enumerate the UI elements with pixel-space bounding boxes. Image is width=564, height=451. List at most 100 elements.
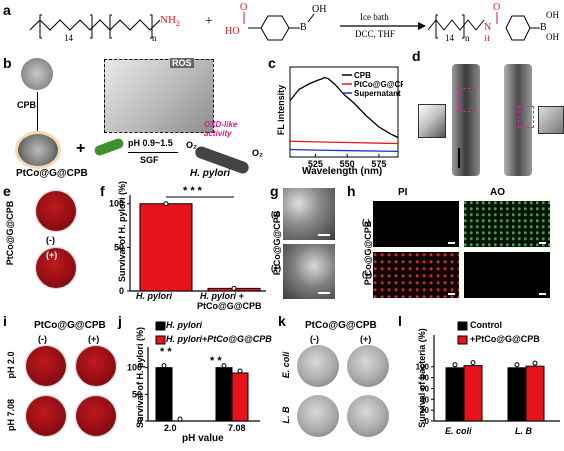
chart-l-point: [514, 362, 520, 368]
reactant2-o: O: [240, 2, 248, 13]
chart-j-legend-swatch: [155, 335, 166, 345]
panel-a-label: a: [3, 2, 11, 18]
chart-l-ytick-label: 40: [420, 395, 429, 404]
panel-h-label: h: [347, 183, 356, 199]
chart-f-ytick-label: 0: [119, 286, 124, 296]
reactant2-b-oh: [307, 13, 315, 23]
coated-nanoparticle: [18, 134, 58, 166]
o2-label-1: O₂: [186, 140, 197, 150]
arrow-right-sgf: [128, 152, 178, 153]
tem-inset-left: [418, 104, 446, 138]
nanoparticle-cluster-top: [21, 58, 53, 90]
panel-h-minus-label: (-): [362, 218, 370, 227]
chart-j-legend1: H. pylori: [166, 320, 203, 330]
chart-l-bar: [445, 367, 465, 422]
chart-f-ylabel-text: Survival of H. pylori (%): [117, 180, 127, 282]
panel-g-label: g: [270, 183, 279, 199]
panel-k-top-label: PtCo@G@CPB: [305, 320, 377, 331]
tem-inset-right: [538, 106, 564, 134]
panel-e-label: e: [3, 183, 11, 199]
survival-ph-bar-chart: 0 50 100: [127, 321, 260, 426]
fluor-ao-plus: [464, 252, 550, 298]
plus-sign-b: +: [76, 140, 86, 157]
panel-i-top-label: PtCo@G@CPB: [34, 320, 106, 331]
chart-j-bar: [215, 367, 233, 422]
chart-l-legend-swatch: [457, 335, 468, 345]
panel-g-plus-label: (+): [271, 264, 281, 273]
product-h: H: [484, 34, 490, 43]
survival-bar-chart-f: 0 50 100: [109, 195, 266, 296]
reactant2-ho: HO: [225, 26, 240, 37]
plus-sign-a: +: [205, 14, 213, 29]
chart-j-bar: [155, 367, 173, 422]
chart-l-legend-swatch: [457, 321, 468, 331]
chart-l-ylabel: Survival of bacteria (%): [417, 328, 427, 428]
chart-c-xtick-label: 575: [371, 159, 386, 169]
chart-l-point: [470, 360, 476, 366]
fluor-scalebar-1: [448, 242, 455, 244]
product-bracket-right: [462, 14, 465, 39]
chart-f-point: [231, 285, 237, 291]
sem-image-plus: [283, 244, 335, 299]
chart-j-ytick-label: 0: [137, 416, 142, 426]
chart-c-legend-label: Supernatant: [354, 89, 401, 98]
panel-i-minus-label: (-): [38, 334, 47, 344]
graphene-inset-box: [104, 59, 214, 133]
sem-image-minus: [283, 188, 335, 240]
panel-k-row2: L. B: [281, 406, 291, 424]
product-subscript-14: 14: [445, 33, 454, 43]
panel-c-label: c: [268, 55, 276, 71]
ros-label: ROS: [170, 58, 194, 68]
petri-dish-i-ph7-minus: [25, 395, 67, 437]
product-subscript-n: n: [465, 33, 470, 43]
bottom-right-label: H. pylori: [190, 168, 231, 179]
chart-l-legend2: +PtCo@G@CPB: [470, 334, 540, 344]
chart-j-sig2: * *: [210, 355, 222, 367]
petri-dish-k-ecoli-plus: [347, 345, 389, 387]
chart-c-xlabel: Wavelength (nm): [302, 166, 383, 177]
chart-c-xtick-label: 525: [308, 159, 323, 169]
petri-dish-e-minus: [35, 190, 77, 232]
chart-j-xtick2: 7.08: [228, 423, 246, 433]
chart-l-ytick-label: 100: [416, 363, 430, 372]
fluor-scalebar-3: [448, 293, 455, 295]
reactant1-nh2-sub: 2: [175, 19, 180, 29]
reactant1-bracket-right: [90, 14, 93, 39]
chart-j-point: [221, 363, 227, 369]
panel-d-label: d: [412, 48, 421, 64]
chart-j-xtick1: 2.0: [164, 423, 177, 433]
tem-highlight-box-left: [458, 88, 476, 112]
chart-f-xcat2a: H. pylori +: [200, 291, 244, 301]
product-benzene: [505, 15, 531, 41]
chart-l-point: [452, 362, 458, 368]
product-chain: [427, 19, 485, 31]
bacterium-shape: [93, 137, 125, 157]
petri-dish-k-lb-minus: [297, 395, 339, 437]
chart-j-bar: [231, 372, 249, 422]
arrow-down-cpb: [37, 92, 38, 132]
chart-l-point: [532, 360, 538, 366]
product-oh1: OH: [546, 10, 559, 20]
chart-c-series-line: [289, 148, 399, 153]
chart-j-point: [177, 416, 183, 422]
bottom-left-label: PtCo@G@CPB: [16, 168, 88, 179]
ph-label: pH 0.9~1.5: [128, 138, 173, 148]
chart-c-legend-label: PtCo@G@CPB: [354, 80, 403, 89]
panel-l-label: l: [398, 313, 402, 329]
petri-dish-k-lb-plus: [347, 395, 389, 437]
reactant2-benzene: [260, 15, 290, 41]
panel-k-plus-label: (+): [360, 334, 372, 344]
panel-i-row2: pH 7.08: [6, 399, 16, 432]
panel-e-side-label: PtCo@G@CPB: [5, 200, 15, 266]
chart-j-point: [237, 368, 243, 374]
chart-l-bar: [463, 365, 483, 422]
reactant1-nh: NH: [160, 14, 176, 26]
panel-k-label: k: [278, 313, 286, 329]
panel-b-label: b: [3, 55, 12, 71]
sgf-label: SGF: [140, 155, 159, 165]
chart-l-bar: [525, 365, 545, 422]
panel-f-label: f: [100, 183, 105, 199]
panel-k-row1: E. coli: [281, 351, 291, 379]
chart-l-xtick2: L. B: [515, 426, 532, 436]
panel-h-plus-label: (+): [362, 270, 372, 279]
